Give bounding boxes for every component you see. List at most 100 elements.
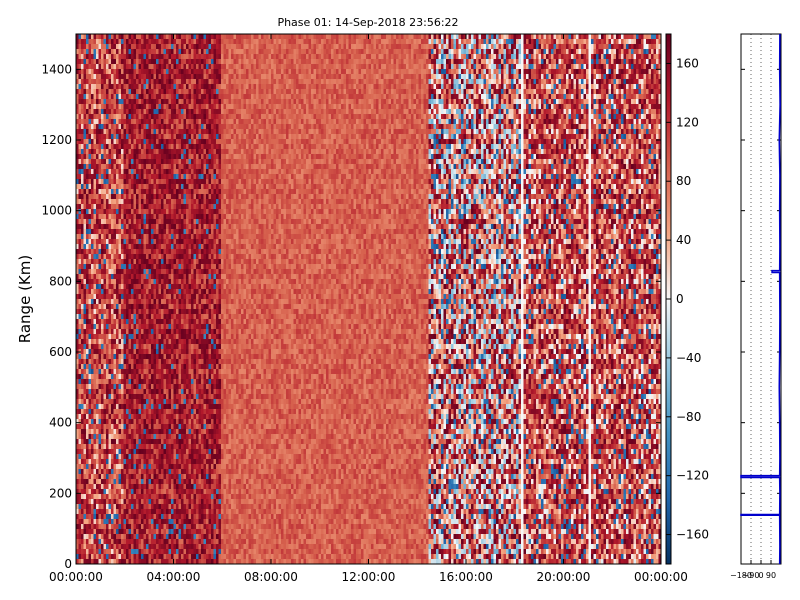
heatmap-cell: [108, 164, 112, 170]
heatmap-cell: [76, 429, 79, 435]
heatmap-cell: [148, 79, 152, 85]
heatmap-cell: [96, 54, 99, 60]
heatmap-cell: [183, 309, 187, 315]
heatmap-cell: [131, 494, 134, 500]
heatmap-cell: [188, 59, 192, 65]
heatmap-cell: [116, 69, 119, 75]
heatmap-cell: [108, 224, 112, 230]
heatmap-cell: [81, 394, 84, 400]
heatmap-cell: [103, 419, 107, 425]
heatmap-cell: [181, 164, 184, 170]
heatmap-cell: [148, 374, 152, 380]
heatmap-cell: [113, 434, 117, 440]
heatmap-cell: [118, 469, 122, 475]
heatmap-cell: [123, 199, 127, 205]
heatmap-cell: [188, 319, 192, 325]
heatmap-cell: [93, 369, 97, 375]
heatmap-cell: [186, 204, 189, 210]
heatmap-cell: [76, 389, 79, 395]
heatmap-cell: [121, 489, 124, 495]
heatmap-cell: [98, 179, 102, 185]
heatmap-cell: [173, 259, 177, 265]
heatmap-cell: [163, 194, 167, 200]
heatmap-cell: [103, 539, 107, 545]
heatmap-cell: [151, 409, 154, 415]
heatmap-cell: [88, 224, 92, 230]
heatmap-cell: [143, 469, 147, 475]
heatmap-cell: [83, 129, 87, 135]
heatmap-cell: [138, 39, 142, 45]
heatmap-cell: [86, 164, 89, 170]
heatmap-cell: [111, 94, 114, 100]
heatmap-cell: [93, 69, 97, 75]
heatmap-cell: [121, 434, 124, 440]
heatmap-cell: [86, 324, 89, 330]
heatmap-cell: [146, 154, 149, 160]
heatmap-cell: [123, 129, 127, 135]
heatmap-cell: [191, 209, 194, 215]
heatmap-cell: [118, 329, 122, 335]
heatmap-cell: [141, 414, 144, 420]
heatmap-cell: [78, 204, 82, 210]
heatmap-cell: [83, 549, 87, 555]
heatmap-cell: [106, 414, 109, 420]
heatmap-cell: [106, 299, 109, 305]
heatmap-cell: [161, 549, 164, 555]
heatmap-cell: [176, 324, 179, 330]
heatmap-cell: [163, 484, 167, 490]
heatmap-cell: [118, 454, 122, 460]
heatmap-cell: [111, 289, 114, 295]
heatmap-cell: [163, 339, 167, 345]
heatmap-cell: [136, 204, 139, 210]
heatmap-cell: [78, 124, 82, 130]
heatmap-cell: [106, 439, 109, 445]
heatmap-cell: [108, 259, 112, 265]
heatmap-cell: [146, 479, 149, 485]
heatmap-cell: [163, 259, 167, 265]
heatmap-cell: [163, 94, 167, 100]
heatmap-cell: [111, 409, 114, 415]
heatmap-cell: [158, 309, 162, 315]
heatmap-cell: [181, 304, 184, 310]
heatmap-cell: [186, 304, 189, 310]
heatmap-cell: [153, 294, 157, 300]
heatmap-cell: [83, 44, 87, 50]
heatmap-cell: [188, 449, 192, 455]
heatmap-cell: [131, 59, 134, 65]
heatmap-cell: [173, 134, 177, 140]
heatmap-cell: [131, 489, 134, 495]
heatmap-cell: [121, 79, 124, 85]
heatmap-cell: [143, 284, 147, 290]
heatmap-cell: [153, 114, 157, 120]
heatmap-cell: [186, 359, 189, 365]
heatmap-cell: [161, 239, 164, 245]
heatmap-cell: [188, 204, 192, 210]
heatmap-cell: [78, 189, 82, 195]
heatmap-cell: [183, 124, 187, 130]
heatmap-cell: [156, 539, 159, 545]
heatmap-cell: [126, 159, 129, 165]
heatmap-cell: [118, 264, 122, 270]
heatmap-cell: [88, 454, 92, 460]
heatmap-cell: [191, 389, 194, 395]
heatmap-cell: [133, 319, 137, 325]
heatmap-cell: [81, 174, 84, 180]
heatmap-cell: [173, 129, 177, 135]
heatmap-cell: [168, 459, 172, 465]
heatmap-cell: [156, 344, 159, 350]
heatmap-cell: [78, 424, 82, 430]
heatmap-cell: [163, 154, 167, 160]
heatmap-cell: [106, 174, 109, 180]
heatmap-cell: [106, 179, 109, 185]
heatmap-cell: [176, 424, 179, 430]
heatmap-cell: [156, 334, 159, 340]
heatmap-cell: [96, 514, 99, 520]
heatmap-cell: [166, 109, 169, 115]
heatmap-cell: [166, 44, 169, 50]
heatmap-cell: [93, 114, 97, 120]
heatmap-cell: [91, 159, 94, 165]
heatmap-cell: [176, 54, 179, 60]
heatmap-cell: [93, 239, 97, 245]
heatmap-cell: [128, 59, 132, 65]
heatmap-cell: [133, 269, 137, 275]
